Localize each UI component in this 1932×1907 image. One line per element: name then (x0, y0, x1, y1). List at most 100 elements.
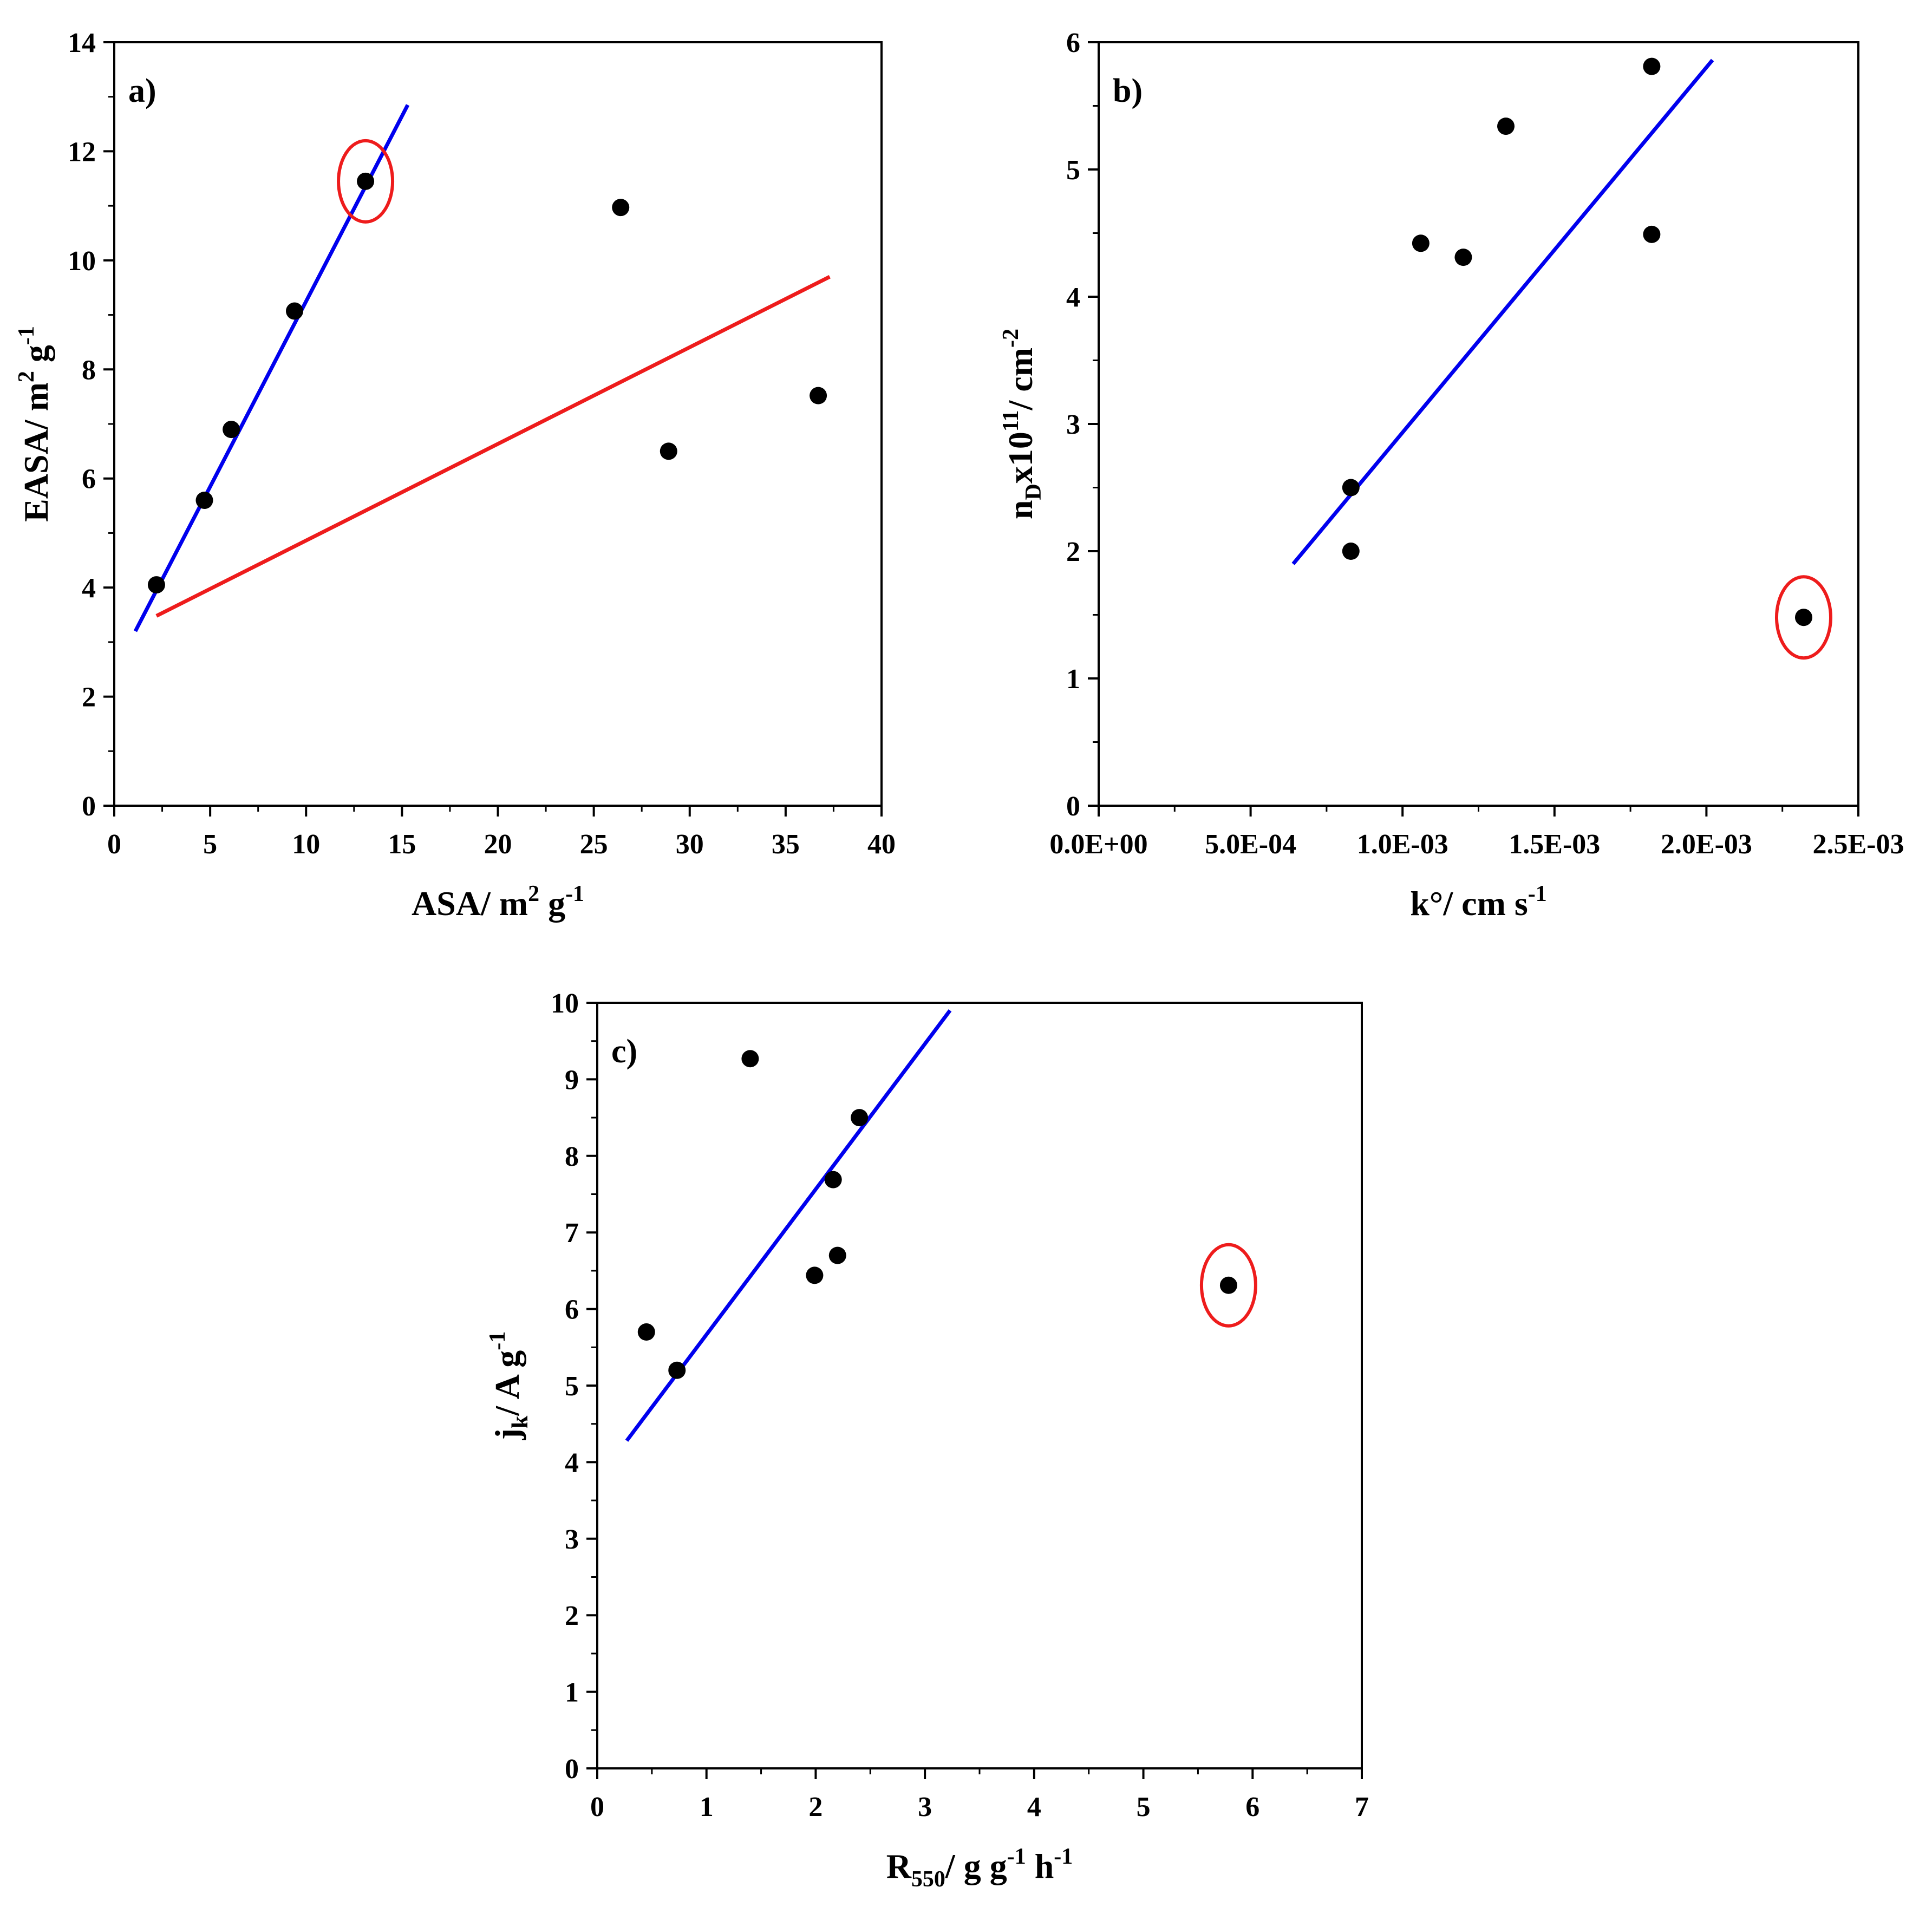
y-tick-label: 1 (1066, 664, 1080, 695)
y-tick-label: 0 (82, 791, 96, 822)
y-tick-label: 9 (565, 1064, 579, 1095)
data-point (810, 387, 827, 404)
outlier-highlight-ellipse (1199, 1243, 1257, 1328)
y-tick-label: 8 (565, 1141, 579, 1172)
y-tick-label: 4 (565, 1447, 579, 1478)
chart-panel-b: 0.0E+00 5.0E-04 1.0E-03 1.5E-03 2.0E-03 2.5E-… (998, 28, 1904, 923)
x-tick-label: 5.0E-04 (1205, 829, 1296, 860)
y-tick-label: 7 (565, 1218, 579, 1249)
y-axis-title: EASA/ m2 g-1 (14, 326, 55, 522)
data-point (357, 172, 375, 190)
data-point (1412, 234, 1430, 252)
y-tick-label: 2 (1066, 537, 1080, 567)
y-tick-label: 3 (565, 1524, 579, 1555)
y-axis-title: nDx1011/ cm-2 (998, 329, 1046, 519)
data-point (1219, 1276, 1237, 1294)
y-tick-label: 5 (1066, 155, 1080, 186)
x-title-sup: -1 (1528, 881, 1547, 906)
data-point (1643, 57, 1661, 75)
data-point (223, 421, 240, 439)
x-title-text: / g g (945, 1847, 1007, 1885)
fit-line-1 (133, 104, 410, 632)
y-title-sup: 11 (998, 410, 1023, 432)
y-title-sup: 2 (14, 371, 39, 382)
y-title-text: n (1001, 500, 1040, 519)
x-title-text: R (886, 1847, 912, 1885)
x-tick-label: 7 (1355, 1792, 1369, 1823)
x-title-sup: -1 (1007, 1844, 1026, 1869)
x-tick-label: 20 (484, 829, 512, 860)
x-title-text: h (1026, 1847, 1054, 1885)
fit-line-1 (1291, 58, 1714, 565)
data-point (1342, 479, 1360, 497)
fit-line-2 (155, 275, 831, 618)
data-point (1342, 543, 1360, 560)
data-point (660, 442, 677, 460)
x-tick-label: 5 (203, 829, 217, 860)
x-title-sup: 2 (528, 881, 539, 906)
x-tick-label: 0 (107, 829, 121, 860)
x-tick-label: 3 (918, 1792, 932, 1823)
x-tick-label: 6 (1245, 1792, 1259, 1823)
y-tick-label: 1 (565, 1677, 579, 1708)
x-tick-label: 40 (867, 829, 896, 860)
x-tick-label: 5 (1137, 1792, 1151, 1823)
data-point (828, 1246, 846, 1264)
y-tick-label: 14 (68, 28, 96, 58)
data-point (806, 1266, 824, 1284)
x-tick-label: 10 (292, 829, 320, 860)
y-tick-label: 6 (82, 464, 96, 495)
x-tick-label: 2 (808, 1792, 823, 1823)
plot-frame (596, 1002, 1363, 1769)
y-title-text: / cm (1001, 348, 1040, 411)
data-point (285, 302, 303, 320)
data-point (147, 576, 165, 594)
y-title-sub: k (508, 1415, 533, 1428)
x-axis-title: k°/ cm s-1 (1410, 881, 1547, 923)
panel-label: c) (611, 1033, 637, 1070)
y-tick-label: 4 (82, 573, 96, 604)
y-title-text: j (488, 1428, 526, 1440)
data-point (1497, 117, 1515, 135)
data-point (637, 1323, 655, 1341)
y-tick-label: 0 (1066, 791, 1080, 822)
x-tick-label: 35 (772, 829, 800, 860)
x-title-sup: -1 (1054, 1844, 1073, 1869)
y-title-sub: D (1021, 484, 1046, 500)
y-axis-title: jk/ A g-1 (485, 1331, 533, 1441)
data-point (851, 1109, 869, 1127)
outlier-highlight-ellipse (1774, 575, 1832, 660)
y-title-text: x10 (1001, 432, 1040, 484)
plot-frame (1098, 41, 1859, 807)
x-tick-label: 15 (388, 829, 416, 860)
y-title-sup: -2 (998, 329, 1023, 348)
data-point (612, 199, 630, 217)
y-title-text: g (17, 345, 55, 371)
y-title-sup: -1 (485, 1331, 510, 1350)
x-title-text: g (539, 884, 565, 923)
y-title-sup: -1 (14, 326, 39, 345)
x-tick-label: 30 (676, 829, 704, 860)
y-tick-label: 6 (565, 1295, 579, 1325)
x-tick-label: 1.0E-03 (1357, 829, 1448, 860)
data-point (1454, 249, 1472, 266)
y-title-text: / A g (488, 1350, 526, 1416)
data-point (741, 1050, 759, 1068)
x-tick-label: 0.0E+00 (1049, 829, 1147, 860)
data-point (668, 1361, 686, 1379)
panel-label: a) (128, 73, 156, 109)
x-tick-label: 0 (590, 1792, 604, 1823)
y-tick-label: 0 (565, 1754, 579, 1785)
x-tick-label: 1.5E-03 (1509, 829, 1600, 860)
x-tick-label: 2.0E-03 (1661, 829, 1752, 860)
x-axis-title: ASA/ m2 g-1 (412, 881, 584, 923)
y-tick-label: 5 (565, 1371, 579, 1402)
x-title-text: ASA/ m (412, 884, 528, 923)
x-title-text: k°/ cm s (1410, 884, 1528, 923)
x-title-sup: -1 (565, 881, 584, 906)
data-point (1794, 609, 1812, 626)
x-tick-label: 25 (580, 829, 608, 860)
